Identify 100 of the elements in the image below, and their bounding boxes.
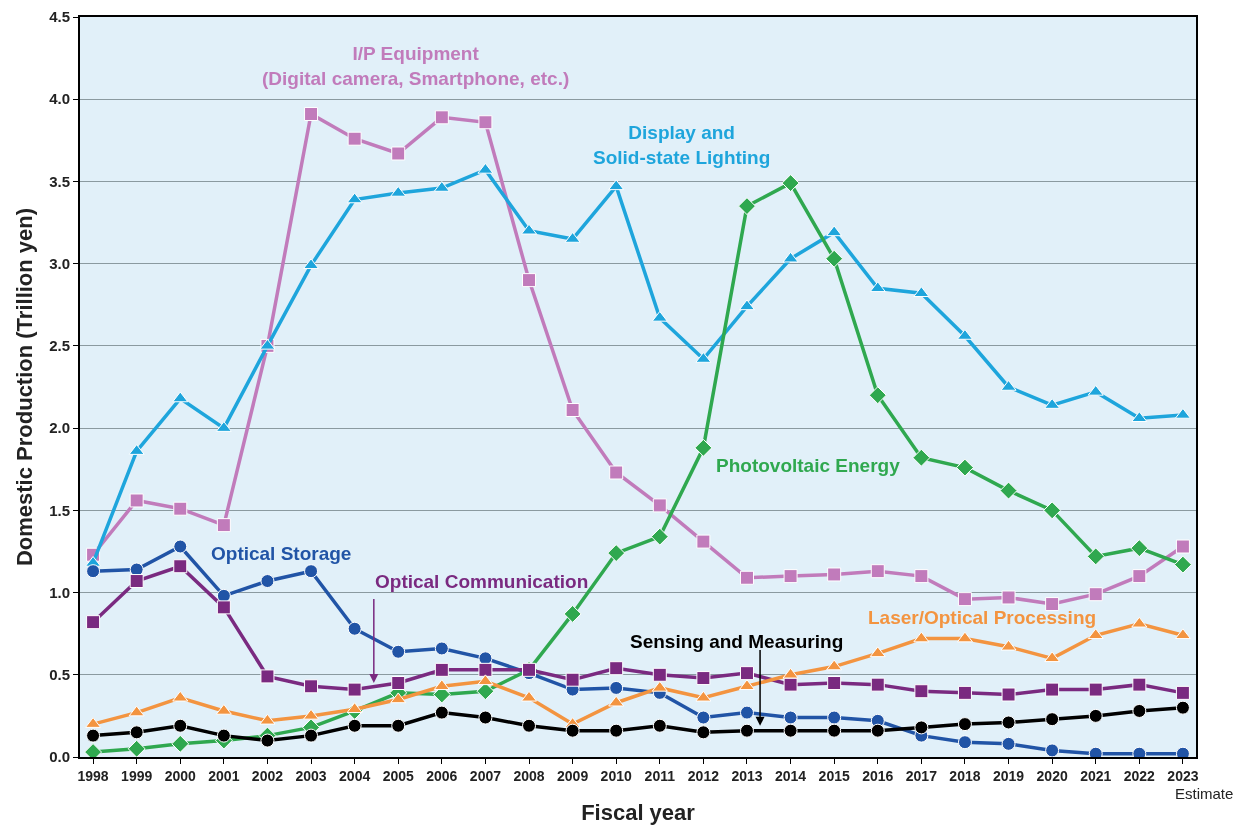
point [1001,736,1016,751]
point [738,197,756,216]
point [391,718,406,733]
point [260,574,275,589]
point [129,493,144,508]
x-axis-title: Fiscal year [581,800,696,826]
point [739,723,754,738]
x-tick-label: 2020 [1036,767,1068,784]
point [303,708,320,720]
y-tick-label: 1.0 [49,583,70,601]
point [827,676,842,690]
point [521,690,538,702]
point [391,644,406,659]
point [1001,715,1016,730]
point [521,223,538,235]
point [565,403,580,418]
point [609,661,624,676]
point [215,703,232,715]
point [650,527,669,546]
point [912,448,931,467]
point [171,734,190,753]
point [870,723,885,738]
point [128,705,145,717]
point [827,710,842,725]
point [609,723,624,738]
point [1001,590,1016,605]
point [1045,682,1060,697]
point [1173,555,1192,574]
x-tick-label: 2022 [1123,767,1156,784]
point [1088,587,1103,602]
point [478,710,493,725]
x-tick-label: 2013 [731,767,763,784]
point [565,723,580,738]
x-tick-label: 2018 [949,767,981,784]
x-tick-label: 2012 [687,767,720,784]
point [783,710,798,725]
point [304,679,319,694]
text: I/P Equipment (Digital camera, Smartphone, etc.) [262,43,570,89]
point [957,735,972,750]
point [565,672,580,687]
point [913,286,930,298]
point [478,115,493,130]
point [127,739,146,757]
x-tick-label: 2004 [339,767,371,784]
point [391,676,406,690]
point [694,438,713,457]
point [1045,743,1060,757]
x-tick-label: 2019 [992,767,1025,784]
point [1088,682,1103,697]
point [652,667,667,682]
point [738,299,755,311]
point [913,631,930,643]
y-tick-label: 0.5 [49,666,70,684]
x-tick-label: 2011 [644,767,676,784]
point [696,725,711,740]
point [826,659,843,671]
y-tick-label: 0.0 [49,748,70,766]
point [522,718,537,733]
y-tick-label: 2.5 [49,337,70,355]
point [1130,539,1149,558]
point [304,107,319,122]
point [652,718,667,733]
point [870,677,885,692]
point [783,569,798,584]
y-tick-label: 3.5 [49,172,70,190]
point [347,682,362,697]
x-tick-label: 2007 [469,767,502,784]
x-tick-label: 2017 [905,767,938,784]
point [391,146,406,161]
point [1087,384,1104,396]
point [173,559,188,574]
point [434,641,449,656]
x-tick-label: 1998 [77,767,109,784]
point [1174,407,1191,419]
point [478,662,493,677]
point [870,564,885,579]
x-tick-label: 2009 [557,767,589,784]
point [260,733,275,748]
point [696,710,711,725]
point [259,713,276,725]
point [260,669,275,684]
x-tick-label: 2021 [1080,767,1112,784]
point [433,679,450,691]
point [1000,639,1017,651]
point [869,646,886,658]
point [1174,628,1191,640]
point [216,518,231,533]
point [86,615,101,630]
point [739,570,754,585]
series-label: Optical Storage [211,543,352,564]
point [304,728,319,743]
point [1175,700,1190,715]
point [914,720,929,735]
point [173,501,188,516]
point [1088,708,1103,723]
text: Sensing and Measuring [630,631,844,652]
point [563,604,582,623]
point [608,695,625,707]
point [173,539,188,554]
point [1175,685,1190,700]
